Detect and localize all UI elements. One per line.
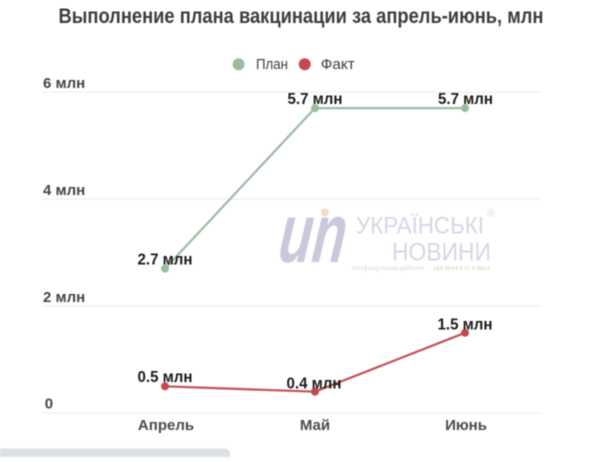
svg-text:УКРАЇНСЬКІ: УКРАЇНСЬКІ — [356, 213, 484, 240]
svg-text:Апрель: Апрель — [138, 417, 194, 434]
svg-text:інформаційне: інформаційне — [352, 265, 425, 272]
svg-text:Выполнение плана вакцинации за: Выполнение плана вакцинации за апрель-ию… — [59, 5, 544, 28]
svg-text:1.5 млн: 1.5 млн — [438, 317, 493, 334]
svg-text:План: План — [256, 56, 288, 73]
svg-text:0.4 млн: 0.4 млн — [287, 376, 342, 393]
svg-text:Май: Май — [300, 417, 330, 434]
svg-text:НОВИНИ: НОВИНИ — [392, 239, 491, 267]
svg-text:5.7 млн: 5.7 млн — [288, 91, 343, 108]
svg-text:4 млн: 4 млн — [43, 182, 85, 199]
svg-text:un: un — [275, 187, 352, 281]
svg-text:0: 0 — [45, 396, 53, 413]
svg-text:6 млн: 6 млн — [43, 75, 85, 92]
svg-text:Факт: Факт — [321, 56, 355, 73]
svg-text:Июнь: Июнь — [445, 417, 487, 434]
svg-text:5.7 млн: 5.7 млн — [438, 91, 493, 108]
svg-text:0.5 млн: 0.5 млн — [138, 369, 193, 386]
svg-text:агентство: агентство — [433, 266, 491, 272]
svg-text:®: ® — [487, 208, 495, 220]
svg-text:2 млн: 2 млн — [43, 289, 85, 306]
svg-text:2.7 млн: 2.7 млн — [138, 252, 193, 269]
